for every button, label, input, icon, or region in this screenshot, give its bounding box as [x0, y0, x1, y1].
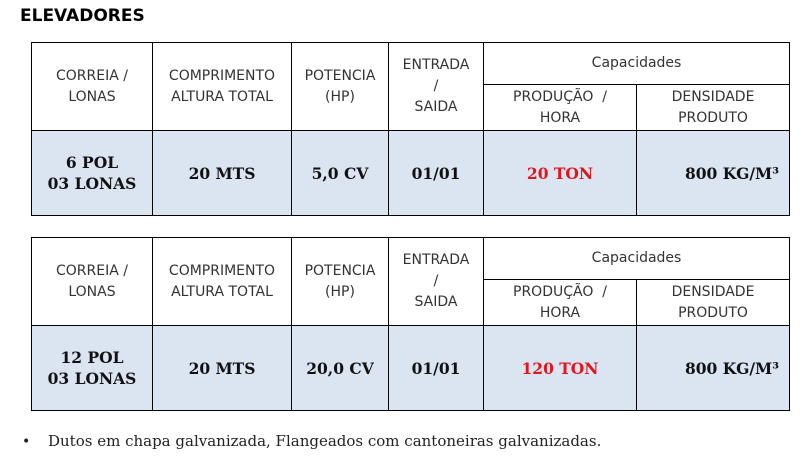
header-potencia-line2: (HP) — [325, 283, 355, 300]
header-potencia-line1: POTENCIA — [304, 262, 376, 279]
header-capacidades: Capacidades — [482, 42, 791, 85]
bullet-icon: • — [22, 434, 31, 450]
table-row: 12 POL 03 LONAS 20 MTS 20,0 CV 01/01 120… — [31, 325, 791, 411]
header-producao-line1: PRODUÇÃO / — [513, 283, 607, 300]
cell-comprimento: 20 MTS — [152, 325, 292, 411]
cell-correia-line2: 03 LONAS — [47, 369, 137, 388]
header-entrada-line3: SAIDA — [414, 294, 458, 310]
cell-correia-line1: 6 POL — [65, 153, 119, 172]
cell-potencia: 20,0 CV — [291, 325, 389, 411]
cell-entrada: 01/01 — [388, 325, 484, 411]
cell-correia: 6 POL 03 LONAS — [31, 130, 153, 216]
header-entrada-line2: / — [433, 273, 439, 289]
cell-correia-line2: 03 LONAS — [47, 174, 137, 193]
cell-entrada: 01/01 — [388, 130, 484, 216]
header-correia-line1: CORREIA / — [56, 262, 128, 279]
header-entrada-line1: ENTRADA — [402, 252, 470, 268]
header-producao-line2: HORA — [539, 109, 581, 126]
header-potencia-line1: POTENCIA — [304, 67, 376, 84]
header-producao: PRODUÇÃO / HORA — [483, 279, 637, 326]
cell-densidade: 800 KG/M³ — [635, 130, 791, 216]
cell-producao: 120 TON — [483, 325, 637, 411]
header-densidade-line2: PRODUTO — [678, 109, 748, 126]
header-densidade: DENSIDADE PRODUTO — [635, 84, 791, 131]
header-comprimento: COMPRIMENTO ALTURA TOTAL — [152, 237, 292, 326]
header-producao: PRODUÇÃO / HORA — [483, 84, 637, 131]
header-comprimento-line2: ALTURA TOTAL — [171, 283, 273, 300]
header-densidade-line2: PRODUTO — [678, 304, 748, 321]
header-entrada: ENTRADA / SAIDA — [388, 42, 484, 131]
header-correia-line2: LONAS — [68, 283, 116, 300]
table-row: 6 POL 03 LONAS 20 MTS 5,0 CV 01/01 20 TO… — [31, 130, 791, 216]
header-correia-line2: LONAS — [68, 88, 116, 105]
header-correia-line1: CORREIA / — [56, 67, 128, 84]
cell-potencia: 5,0 CV — [291, 130, 389, 216]
cell-comprimento: 20 MTS — [152, 130, 292, 216]
header-capacidades: Capacidades — [482, 237, 791, 280]
cell-correia: 12 POL 03 LONAS — [31, 325, 153, 411]
cell-densidade: 800 KG/M³ — [635, 325, 791, 411]
header-comprimento: COMPRIMENTO ALTURA TOTAL — [152, 42, 292, 131]
header-entrada-line3: SAIDA — [414, 99, 458, 115]
header-comprimento-line1: COMPRIMENTO — [168, 67, 276, 84]
header-potencia: POTENCIA (HP) — [291, 42, 389, 131]
elevator-spec-table-1: CORREIA / LONAS COMPRIMENTO ALTURA TOTAL… — [31, 42, 791, 216]
bullet-text: Dutos em chapa galvanizada, Flangeados c… — [48, 432, 602, 450]
header-entrada: ENTRADA / SAIDA — [388, 237, 484, 326]
header-entrada-line1: ENTRADA — [402, 57, 470, 73]
header-producao-line1: PRODUÇÃO / — [513, 88, 607, 105]
header-correia: CORREIA / LONAS — [31, 42, 153, 131]
elevator-spec-table-2: CORREIA / LONAS COMPRIMENTO ALTURA TOTAL… — [31, 237, 791, 411]
header-potencia: POTENCIA (HP) — [291, 237, 389, 326]
cell-correia-line1: 12 POL — [60, 348, 124, 367]
bullet-item: • Dutos em chapa galvanizada, Flangeados … — [22, 432, 601, 450]
header-potencia-line2: (HP) — [325, 88, 355, 105]
cell-producao: 20 TON — [483, 130, 637, 216]
header-entrada-line2: / — [433, 78, 439, 94]
header-densidade-line1: DENSIDADE — [671, 283, 755, 300]
page-title: ELEVADORES — [20, 6, 145, 26]
header-comprimento-line2: ALTURA TOTAL — [171, 88, 273, 105]
header-comprimento-line1: COMPRIMENTO — [168, 262, 276, 279]
header-correia: CORREIA / LONAS — [31, 237, 153, 326]
header-densidade-line1: DENSIDADE — [671, 88, 755, 105]
header-producao-line2: HORA — [539, 304, 581, 321]
header-densidade: DENSIDADE PRODUTO — [635, 279, 791, 326]
